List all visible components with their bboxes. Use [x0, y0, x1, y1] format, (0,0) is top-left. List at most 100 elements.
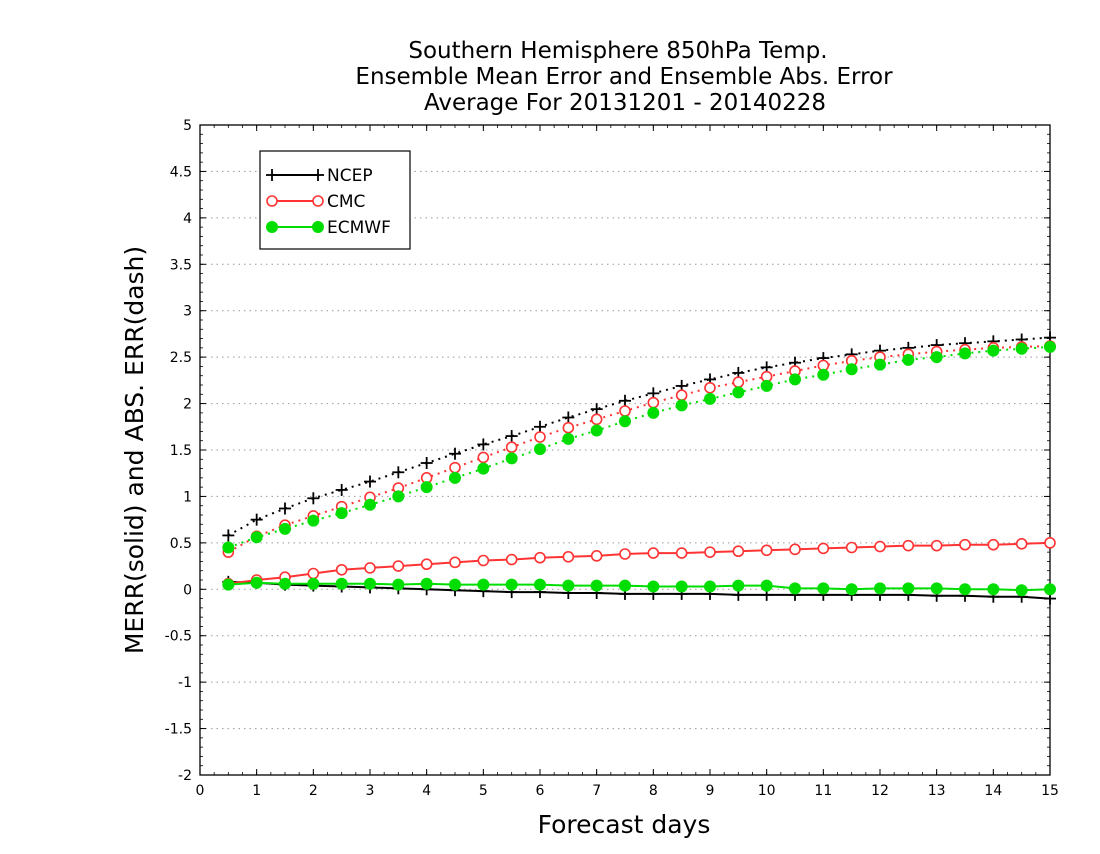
data-point-ecmwf-abs-err: [505, 452, 518, 465]
y-tick-label: 2: [183, 397, 192, 413]
y-tick-label: -2: [178, 768, 192, 784]
data-point-ecmwf-merr: [930, 582, 943, 595]
legend-marker-ncep: [312, 169, 324, 181]
data-point-cmc-abs-err: [590, 413, 603, 426]
data-point-ncep-abs-err: [619, 394, 631, 407]
data-point-cmc-merr: [1015, 537, 1028, 550]
x-tick-label: 14: [984, 783, 1002, 799]
data-point-cmc-abs-err: [675, 389, 688, 402]
data-point-ncep-abs-err: [307, 492, 320, 505]
data-point-ecmwf-merr: [874, 582, 886, 595]
chart-title-line-1: Southern Hemisphere 850hPa Temp.: [408, 38, 827, 64]
data-point-ecmwf-merr: [902, 582, 915, 595]
data-point-ecmwf-abs-err: [845, 363, 858, 376]
data-point-cmc-merr: [335, 563, 348, 576]
x-tick-label: 13: [928, 783, 946, 799]
data-point-cmc-abs-err: [732, 376, 745, 389]
legend: NCEP CMC ECMWF: [259, 150, 411, 250]
x-tick-label: 4: [422, 783, 431, 799]
data-point-cmc-merr: [845, 541, 858, 554]
data-point-ncep-abs-err: [392, 466, 405, 479]
y-tick-label: 4.5: [170, 164, 192, 180]
series-line-ecmwf-abs-err: [227, 345, 1051, 549]
data-point-cmc-merr: [1044, 537, 1056, 549]
x-tick-label: 10: [758, 783, 776, 799]
x-tick-label: 11: [814, 783, 832, 799]
data-point-ncep-abs-err: [590, 403, 603, 416]
data-point-ncep-abs-err: [449, 447, 461, 460]
data-point-ecmwf-merr: [959, 583, 971, 596]
data-point-ecmwf-merr: [647, 580, 660, 593]
data-point-cmc-merr: [449, 556, 461, 569]
series-lines: [222, 331, 1056, 605]
data-point-cmc-abs-err: [619, 405, 631, 417]
data-point-ncep-abs-err: [222, 529, 235, 542]
data-point-ncep-abs-err: [562, 411, 575, 424]
data-point-ecmwf-merr: [732, 579, 745, 592]
legend-label-ecmwf: ECMWF: [327, 218, 391, 238]
x-tick-label: 3: [366, 783, 375, 799]
axis-ticks: -2-1.5-1-0.500.511.522.533.544.550 1 2 3 4 5 6…: [165, 118, 1059, 799]
data-point-ecmwf-abs-err: [760, 379, 773, 392]
data-point-ecmwf-merr: [222, 578, 235, 591]
legend-marker-ecmwf: [266, 221, 278, 233]
y-tick-label: 3: [183, 304, 192, 320]
data-point-ecmwf-abs-err: [987, 344, 1000, 357]
y-tick-label: -0.5: [165, 629, 192, 645]
data-point-ecmwf-merr: [279, 577, 291, 590]
data-point-ecmwf-merr: [364, 577, 376, 590]
x-tick-label: 7: [592, 783, 601, 799]
data-point-ncep-abs-err: [335, 483, 348, 496]
data-point-cmc-merr: [562, 550, 575, 563]
data-point-cmc-merr: [874, 540, 886, 553]
y-tick-label: -1.5: [165, 722, 192, 738]
data-point-cmc-abs-err: [562, 421, 575, 434]
data-point-ecmwf-merr: [420, 577, 433, 590]
data-point-ecmwf-abs-err: [222, 541, 235, 554]
x-tick-label: 9: [706, 783, 715, 799]
data-point-cmc-abs-err: [449, 461, 461, 474]
data-point-cmc-merr: [590, 550, 603, 562]
data-point-cmc-abs-err: [477, 451, 490, 464]
data-point-ecmwf-abs-err: [817, 368, 830, 381]
data-point-ncep-abs-err: [279, 502, 291, 515]
data-point-ecmwf-abs-err: [704, 392, 716, 405]
data-point-cmc-merr: [675, 547, 688, 559]
data-point-cmc-merr: [817, 542, 830, 555]
y-tick-label: -1: [178, 675, 192, 691]
data-point-ncep-abs-err: [534, 420, 546, 433]
data-point-ecmwf-abs-err: [789, 373, 801, 386]
series-line-ncep-abs-err: [227, 336, 1051, 537]
data-point-ecmwf-merr: [1044, 583, 1056, 596]
data-point-cmc-merr: [902, 539, 915, 552]
data-point-ncep-abs-err: [250, 513, 263, 526]
y-tick-label: 2.5: [170, 350, 192, 366]
series-line-cmc-abs-err: [227, 345, 1051, 553]
data-point-ecmwf-merr: [477, 578, 490, 591]
x-tick-label: 2: [309, 783, 318, 799]
legend-marker-ecmwf: [312, 221, 324, 233]
data-point-ecmwf-abs-err: [477, 462, 490, 475]
data-point-ecmwf-abs-err: [675, 399, 688, 412]
data-point-ncep-abs-err: [477, 438, 490, 451]
data-point-cmc-merr: [987, 538, 1000, 551]
data-point-cmc-merr: [704, 546, 716, 558]
x-axis-title: Forecast days: [538, 810, 711, 839]
legend-label-cmc: CMC: [327, 192, 365, 212]
y-tick-label: 1: [183, 489, 192, 505]
data-point-cmc-merr: [392, 560, 405, 572]
data-point-ncep-abs-err: [364, 475, 376, 488]
data-point-ecmwf-abs-err: [364, 498, 376, 511]
data-point-ecmwf-abs-err: [307, 514, 320, 527]
y-tick-label: 3.5: [170, 257, 192, 273]
y-tick-label: 0: [183, 582, 192, 598]
data-point-cmc-abs-err: [704, 381, 716, 394]
x-tick-label: 5: [479, 783, 488, 799]
data-point-ecmwf-abs-err: [590, 424, 603, 437]
data-point-cmc-merr: [789, 543, 801, 556]
data-point-ecmwf-abs-err: [420, 481, 433, 494]
data-point-ecmwf-merr: [789, 582, 801, 595]
data-point-ecmwf-abs-err: [647, 406, 660, 419]
y-axis-title: MERR(solid) and ABS. ERR(dash): [120, 246, 149, 654]
